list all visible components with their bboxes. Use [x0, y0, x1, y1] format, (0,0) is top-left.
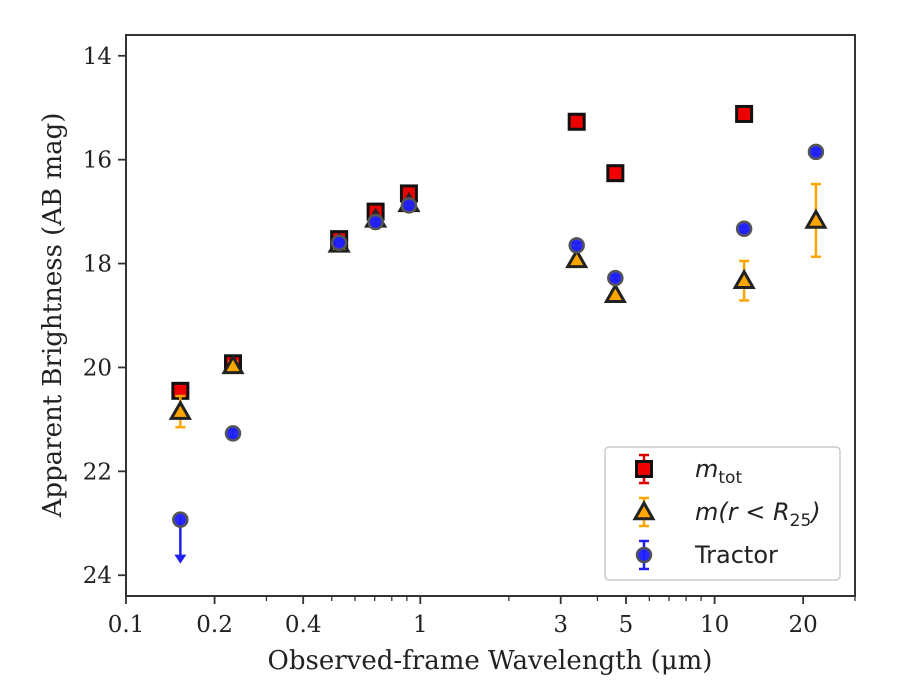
legend-marker-tractor [635, 546, 653, 564]
y-tick-label: 20 [83, 355, 112, 381]
x-tick-label: 20 [789, 612, 818, 638]
plot-frame [125, 34, 856, 597]
m25-point [221, 353, 245, 375]
m25-point [603, 282, 627, 303]
legend-entry-mtot: mtot [635, 453, 742, 488]
m25-point [565, 247, 589, 269]
x-tick-label: 3 [553, 612, 568, 638]
x-tick-label: 0.4 [285, 612, 322, 638]
legend-entry-tractor: Tractor [635, 539, 778, 571]
y-tick-label: 22 [83, 459, 112, 485]
mtot-point [735, 104, 754, 123]
x-tick-label: 0.1 [108, 612, 145, 638]
m25-point [804, 208, 828, 229]
m25-point [168, 399, 192, 420]
series-mtot [171, 104, 754, 400]
x-tick-label: 1 [413, 612, 428, 638]
series-tractor [172, 143, 825, 564]
y-tick-label: 18 [83, 252, 112, 278]
legend-marker-m25 [632, 499, 656, 521]
legend-entry-m25: m(r < R25) [632, 496, 821, 531]
y-tick-label: 16 [83, 148, 112, 174]
x-tick-label: 5 [619, 612, 634, 638]
legend-label-tractor: Tractor [694, 541, 778, 569]
plot-layer [168, 104, 828, 564]
x-tick-label: 10 [700, 612, 729, 638]
x-tick-label: 0.2 [196, 612, 233, 638]
y-axis-label: Apparent Brightness (AB mag) [38, 113, 68, 519]
mtot-point [567, 112, 586, 131]
legend-label-mtot: mtot [695, 455, 742, 488]
legend-label-m25: m(r < R25) [695, 498, 821, 531]
y-tick-label: 24 [83, 563, 112, 589]
mtot-point [606, 164, 625, 183]
legend: mtot m(r < R25) Tractor [604, 446, 841, 581]
upper-limit-arrowhead [174, 554, 187, 564]
y-tick-label: 14 [83, 44, 112, 70]
axes-layer: 0.1 0.2 0.4 1 3 5 10 20 14 16 18 20 22 24 [83, 34, 856, 638]
legend-marker-mtot [635, 460, 653, 478]
series-m25 [168, 182, 828, 429]
legend-box [604, 446, 841, 581]
x-axis-label: Observed-frame Wavelength (μm) [268, 646, 713, 676]
m25-point [732, 268, 756, 289]
